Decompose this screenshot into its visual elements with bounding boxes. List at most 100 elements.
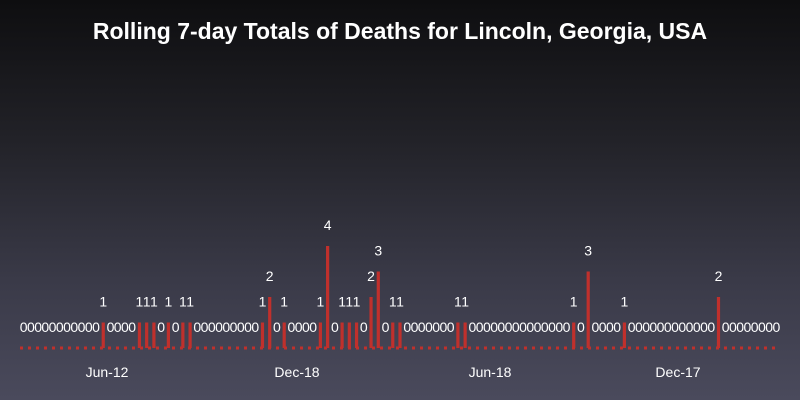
data-label: 0 bbox=[526, 319, 534, 335]
data-label: 0 bbox=[649, 319, 657, 335]
bars-group bbox=[101, 246, 721, 348]
data-label: 0 bbox=[541, 319, 549, 335]
bar bbox=[622, 322, 626, 348]
data-label: 1 bbox=[280, 294, 288, 310]
data-label: 0 bbox=[758, 319, 766, 335]
bar bbox=[340, 322, 344, 348]
data-label: 0 bbox=[237, 319, 245, 335]
data-label: 0 bbox=[107, 319, 115, 335]
data-label: 0 bbox=[490, 319, 498, 335]
data-label: 0 bbox=[505, 319, 513, 335]
data-label: 0 bbox=[599, 319, 607, 335]
bar bbox=[181, 322, 185, 348]
data-label: 0 bbox=[512, 319, 520, 335]
data-label: 0 bbox=[519, 319, 527, 335]
data-label: 0 bbox=[288, 319, 296, 335]
data-label: 0 bbox=[121, 319, 129, 335]
bar bbox=[369, 297, 373, 348]
data-label: 0 bbox=[201, 319, 209, 335]
data-label: 0 bbox=[425, 319, 433, 335]
data-label: 0 bbox=[273, 319, 281, 335]
data-label: 0 bbox=[440, 319, 448, 335]
bar bbox=[260, 322, 265, 348]
data-label: 1 bbox=[353, 294, 361, 310]
data-label: 0 bbox=[744, 319, 752, 335]
data-label: 0 bbox=[613, 319, 621, 335]
data-label: 0 bbox=[63, 319, 71, 335]
data-label: 0 bbox=[534, 319, 542, 335]
data-label: 0 bbox=[251, 319, 259, 335]
data-label: 0 bbox=[751, 319, 759, 335]
data-label: 0 bbox=[411, 319, 419, 335]
data-label: 1 bbox=[99, 294, 107, 310]
bar bbox=[101, 322, 105, 348]
data-label: 0 bbox=[635, 319, 643, 335]
data-label: 0 bbox=[700, 319, 708, 335]
data-label: 3 bbox=[374, 243, 382, 259]
data-label: 0 bbox=[403, 319, 411, 335]
data-label: 0 bbox=[128, 319, 136, 335]
bar bbox=[716, 297, 721, 348]
bar bbox=[456, 322, 460, 348]
bar bbox=[391, 322, 395, 348]
data-label: 1 bbox=[461, 294, 469, 310]
data-label: 0 bbox=[722, 319, 730, 335]
data-label: 0 bbox=[222, 319, 230, 335]
bar bbox=[572, 322, 576, 348]
data-label: 0 bbox=[193, 319, 201, 335]
x-tick-label: Jun-18 bbox=[469, 364, 512, 380]
data-label: 4 bbox=[324, 217, 332, 233]
bar bbox=[268, 297, 272, 348]
data-label: 0 bbox=[671, 319, 679, 335]
bar bbox=[318, 322, 322, 348]
data-label: 0 bbox=[657, 319, 665, 335]
data-label: 2 bbox=[367, 268, 375, 284]
data-label: 0 bbox=[468, 319, 476, 335]
data-label: 3 bbox=[584, 243, 592, 259]
bar bbox=[326, 246, 330, 348]
data-label: 1 bbox=[179, 294, 187, 310]
data-label: 0 bbox=[244, 319, 252, 335]
data-label: 0 bbox=[693, 319, 701, 335]
data-label: 0 bbox=[497, 319, 505, 335]
data-label: 0 bbox=[447, 319, 455, 335]
data-label: 0 bbox=[78, 319, 86, 335]
data-label: 0 bbox=[418, 319, 426, 335]
data-label: 0 bbox=[765, 319, 773, 335]
bar bbox=[282, 322, 286, 348]
data-label: 0 bbox=[736, 319, 744, 335]
data-label: 1 bbox=[345, 294, 353, 310]
data-label: 0 bbox=[432, 319, 440, 335]
bar bbox=[188, 322, 192, 348]
x-tick-label: Jun-12 bbox=[86, 364, 129, 380]
data-label: 0 bbox=[548, 319, 556, 335]
data-label: 0 bbox=[309, 319, 317, 335]
data-label: 0 bbox=[664, 319, 672, 335]
data-label: 0 bbox=[20, 319, 28, 335]
data-label: 0 bbox=[555, 319, 563, 335]
data-label: 0 bbox=[34, 319, 42, 335]
data-label: 1 bbox=[570, 294, 578, 310]
data-label: 0 bbox=[678, 319, 686, 335]
data-label: 1 bbox=[136, 294, 144, 310]
data-label: 1 bbox=[186, 294, 194, 310]
chart-title: Rolling 7-day Totals of Deaths for Linco… bbox=[92, 18, 708, 44]
data-label: 0 bbox=[642, 319, 650, 335]
data-label: 0 bbox=[157, 319, 165, 335]
data-label: 1 bbox=[396, 294, 404, 310]
data-label: 0 bbox=[628, 319, 636, 335]
data-label: 0 bbox=[295, 319, 303, 335]
bar bbox=[586, 271, 590, 348]
data-label: 0 bbox=[707, 319, 715, 335]
bar bbox=[398, 322, 402, 348]
data-label: 0 bbox=[230, 319, 238, 335]
data-label: 0 bbox=[686, 319, 694, 335]
data-label: 0 bbox=[772, 319, 780, 335]
data-label: 0 bbox=[27, 319, 35, 335]
bar bbox=[137, 322, 142, 348]
data-label: 0 bbox=[302, 319, 310, 335]
data-label: 2 bbox=[715, 268, 723, 284]
data-label: 0 bbox=[215, 319, 223, 335]
